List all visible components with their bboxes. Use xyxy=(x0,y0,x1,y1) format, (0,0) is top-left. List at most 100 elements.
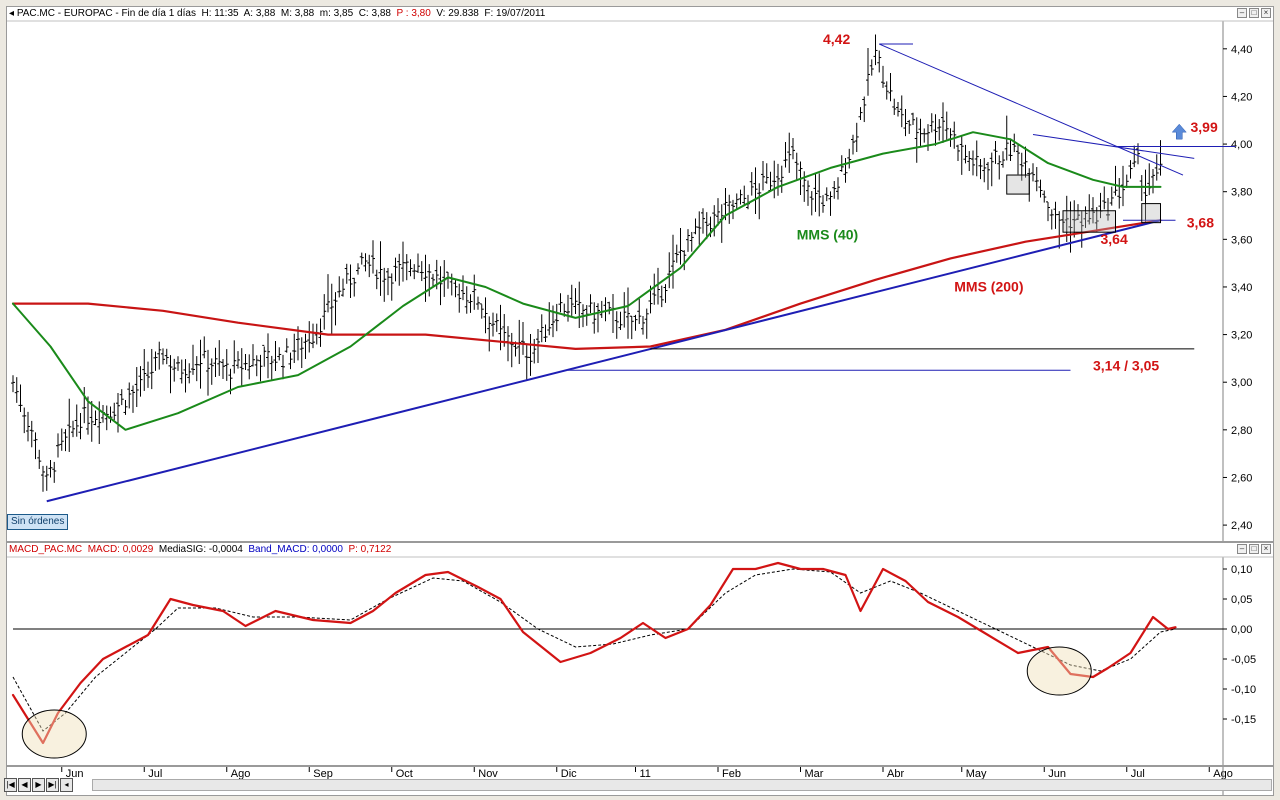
orders-badge[interactable]: Sin órdenes xyxy=(7,514,69,530)
next-icon[interactable]: ▶ xyxy=(32,778,45,792)
price-bar xyxy=(603,297,608,322)
price-bar xyxy=(431,273,435,287)
price-bar xyxy=(419,261,424,282)
price-bar xyxy=(881,65,885,88)
price-bar xyxy=(517,319,522,365)
price-bar xyxy=(1057,211,1062,249)
price-bar xyxy=(1049,209,1054,230)
price-bar xyxy=(164,348,169,365)
price-bar xyxy=(97,401,102,445)
y-tick-label: 0,10 xyxy=(1231,564,1252,576)
price-bar xyxy=(821,195,825,213)
price-bar xyxy=(1106,197,1110,221)
maximize-icon[interactable]: □ xyxy=(1249,544,1259,554)
price-bar xyxy=(1102,186,1107,210)
price-bar xyxy=(787,132,792,173)
price-bar xyxy=(157,341,162,370)
price-bar xyxy=(539,314,544,343)
price-bar xyxy=(652,273,657,305)
price-bar xyxy=(269,355,274,381)
y-tick-label: 2,60 xyxy=(1231,472,1252,484)
y-tick-label: -0,05 xyxy=(1231,654,1256,666)
price-bar xyxy=(671,234,675,289)
price-bar xyxy=(663,284,668,303)
scroll-left-icon[interactable]: ◂ xyxy=(60,778,73,792)
price-bar xyxy=(989,152,994,187)
horizontal-scrollbar[interactable] xyxy=(92,779,1272,791)
price-bar xyxy=(243,353,248,370)
minimize-icon[interactable]: – xyxy=(1237,544,1247,554)
price-bar xyxy=(896,101,900,117)
price-bar xyxy=(277,347,282,361)
price-bar xyxy=(1147,163,1152,196)
price-bar xyxy=(524,345,529,381)
price-bar xyxy=(1158,140,1163,176)
last-icon[interactable]: ▶| xyxy=(46,778,59,792)
price-bar xyxy=(641,316,645,335)
macd-panel[interactable]: MACD_PAC.MC MACD: 0,0029 MediaSIG: -0,00… xyxy=(6,542,1274,766)
price-bar xyxy=(854,122,859,153)
y-tick-label: 3,20 xyxy=(1231,330,1252,342)
price-bar xyxy=(127,382,132,409)
y-tick-label: 2,40 xyxy=(1231,520,1252,532)
y-tick-label: -0,15 xyxy=(1231,714,1256,726)
price-bar xyxy=(468,294,473,313)
close-icon[interactable]: × xyxy=(1261,544,1271,554)
price-bar xyxy=(828,191,833,216)
price-bar xyxy=(768,171,773,192)
close-icon[interactable]: × xyxy=(1261,8,1271,18)
price-bar xyxy=(794,152,799,181)
price-bar xyxy=(172,358,177,382)
signal-line xyxy=(12,568,1176,732)
price-bar xyxy=(1042,190,1047,203)
price-panel[interactable]: ◂ PAC.MC - EUROPAC - Fin de día 1 días H… xyxy=(6,6,1274,542)
maximize-icon[interactable]: □ xyxy=(1249,8,1259,18)
price-bar xyxy=(1068,201,1073,253)
minimize-icon[interactable]: – xyxy=(1237,8,1247,18)
price-bar xyxy=(138,366,143,397)
price-bar xyxy=(37,449,42,469)
price-bar xyxy=(772,160,777,199)
price-bar xyxy=(224,349,229,381)
price-bar xyxy=(783,141,788,168)
x-tick-label: Jun xyxy=(66,768,84,780)
price-bar xyxy=(637,298,642,324)
price-bar xyxy=(866,47,870,96)
price-bar xyxy=(311,323,315,349)
price-bar xyxy=(187,363,192,384)
price-bar xyxy=(168,355,173,394)
price-bar xyxy=(599,300,604,318)
macd-name: MACD_PAC.MC xyxy=(9,544,83,555)
first-icon[interactable]: |◀ xyxy=(4,778,17,792)
price-bar xyxy=(993,140,998,164)
price-bar xyxy=(479,303,484,319)
price-chart[interactable]: 2,40 2,60 2,80 3,00 3,20 3,40 3,60 3,80 4,00 4,20… xyxy=(7,7,1273,541)
price-bar xyxy=(397,253,402,286)
y-tick-label: 3,40 xyxy=(1231,282,1252,294)
price-bar xyxy=(633,314,638,331)
y-tick-label: 0,05 xyxy=(1231,594,1252,606)
price-bar xyxy=(596,303,600,333)
price-bar xyxy=(341,278,345,297)
prev-icon[interactable]: ◀ xyxy=(18,778,31,792)
price-bar xyxy=(888,72,893,102)
close-value: C: 3,88 xyxy=(358,8,391,19)
price-bar xyxy=(78,412,83,440)
signal-value: MediaSIG: -0,0004 xyxy=(158,544,243,555)
price-bar xyxy=(1079,211,1084,248)
price-bar xyxy=(1034,167,1039,192)
price-bar xyxy=(1053,201,1058,229)
price-bar xyxy=(1083,206,1088,228)
macd-chart[interactable]: 0,10 0,05 0,00 -0,05 -0,10 -0,15 xyxy=(7,543,1273,765)
price-bar xyxy=(119,389,124,406)
date-value: F: 19/07/2011 xyxy=(484,8,546,19)
price-bar xyxy=(483,297,488,334)
price-header: ◂ PAC.MC - EUROPAC - Fin de día 1 días H… xyxy=(9,7,545,21)
price-bar xyxy=(716,198,720,226)
price-bar xyxy=(817,173,822,217)
price-bar xyxy=(378,241,383,296)
price-bar xyxy=(217,340,222,376)
sidebar-toggle-icon[interactable]: ◂ xyxy=(9,8,17,19)
price-bar xyxy=(449,273,454,296)
price-bar xyxy=(903,109,908,137)
